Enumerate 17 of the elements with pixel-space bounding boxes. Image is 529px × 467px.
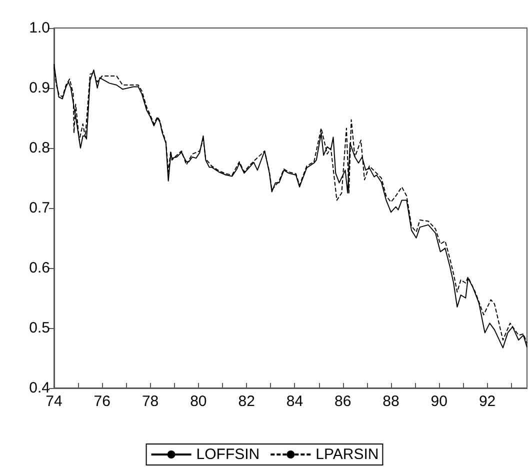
x-tick-label: 86 bbox=[334, 393, 352, 410]
y-tick-label: 0.6 bbox=[29, 260, 50, 276]
y-tick-label: 0.7 bbox=[29, 200, 50, 216]
x-tick-label: 84 bbox=[286, 393, 304, 410]
y-tick-label: 0.5 bbox=[29, 320, 50, 336]
y-tick-label: 0.8 bbox=[29, 140, 50, 156]
x-tick-label: 88 bbox=[382, 393, 400, 410]
y-tick-label: 1.0 bbox=[29, 20, 50, 36]
x-tick-label: 90 bbox=[430, 393, 448, 410]
legend-label: LPARSIN bbox=[316, 446, 379, 463]
y-tick-label: 0.9 bbox=[29, 80, 50, 96]
legend-label: LOFFSIN bbox=[196, 446, 260, 463]
x-tick-label: 92 bbox=[478, 393, 496, 410]
x-tick-label: 82 bbox=[238, 393, 255, 410]
x-tick-label: 76 bbox=[94, 393, 110, 410]
x-tick-label: 78 bbox=[142, 393, 159, 410]
x-tick-label: 80 bbox=[190, 393, 207, 410]
